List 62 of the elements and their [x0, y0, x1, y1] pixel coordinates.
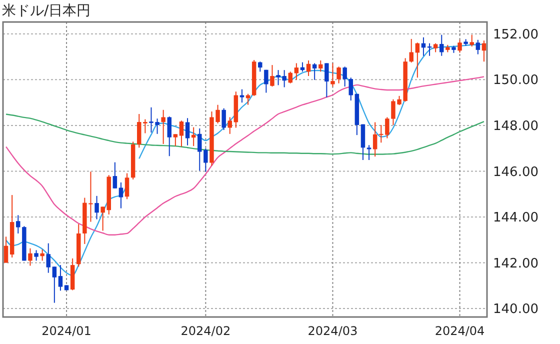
y-tick-label: 140.00 [493, 302, 538, 318]
candlestick [185, 118, 190, 146]
candlestick [470, 34, 474, 47]
x-tick-label: 2024/03 [308, 324, 358, 338]
candlestick [306, 60, 311, 77]
candlestick [143, 118, 148, 134]
candlestick [179, 120, 184, 148]
candlestick [198, 128, 202, 172]
line-series [5, 76, 485, 236]
x-tick-label: 2024/04 [434, 324, 485, 338]
candlestick [379, 124, 384, 144]
candlestick [34, 250, 38, 262]
candlestick [360, 124, 366, 160]
candlestick [94, 195, 99, 220]
y-tick-label: 144.00 [493, 210, 538, 226]
candlestick [118, 182, 124, 209]
candlestick [342, 66, 347, 88]
candlestick [458, 39, 462, 54]
candlestick [4, 236, 8, 264]
candlestick [372, 122, 378, 158]
y-tick-label: 150.00 [493, 73, 538, 88]
candlestick [348, 77, 353, 101]
candlestick [52, 266, 57, 304]
candlestick [40, 248, 44, 262]
candlestick [167, 116, 172, 157]
y-tick-label: 146.00 [493, 164, 538, 180]
candlestick [173, 134, 178, 147]
candlestick [228, 116, 232, 134]
candlestick [222, 108, 226, 131]
candlestick [294, 62, 299, 80]
candlestick [258, 61, 262, 72]
candlestick [324, 62, 329, 98]
candlestick [415, 42, 420, 78]
candlestick [137, 114, 142, 148]
candlestick [476, 39, 480, 55]
candlestick [318, 60, 323, 72]
candlestick [28, 248, 32, 266]
candlestick [288, 71, 292, 84]
y-tick-label: 142.00 [493, 256, 538, 272]
candlestick [58, 264, 63, 292]
candlestick [330, 62, 335, 88]
candlestick [100, 206, 105, 232]
candlestick [312, 62, 317, 80]
candlestick [204, 148, 208, 172]
candlestick [124, 172, 130, 200]
candlestick [264, 69, 268, 94]
candlestick [46, 242, 50, 274]
candlestick [270, 64, 274, 88]
y-tick-label: 148.00 [493, 118, 538, 134]
candlestick [246, 93, 250, 106]
candlestick [16, 214, 20, 234]
candlestick [240, 88, 244, 104]
candlestick [161, 109, 166, 144]
chart-title: 米ドル/日本円 [2, 3, 91, 19]
x-tick-label: 2024/01 [42, 324, 92, 338]
candlestick [112, 162, 118, 189]
candlestick [409, 38, 414, 64]
candlestick [482, 40, 486, 62]
y-tick-label: 152.00 [493, 27, 538, 42]
candlestick [336, 66, 341, 84]
candlestick [440, 34, 444, 56]
x-tick-label: 2024/02 [180, 324, 231, 338]
